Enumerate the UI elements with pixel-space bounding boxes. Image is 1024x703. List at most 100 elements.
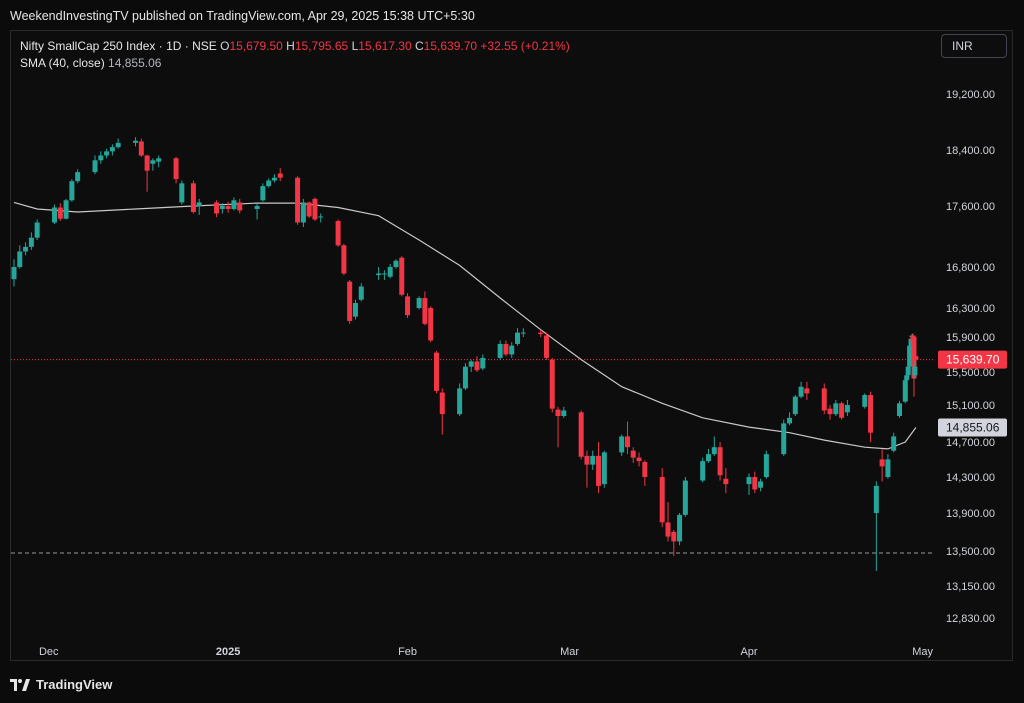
candle-body (133, 140, 139, 143)
candle-body (474, 361, 480, 371)
candle-body (11, 267, 17, 280)
candle-body (677, 514, 683, 542)
candle-body (904, 375, 910, 381)
candle-body (75, 172, 81, 182)
x-tick-label: May (912, 646, 933, 658)
candle-body (905, 366, 911, 376)
candle-body (636, 457, 642, 462)
candle-body (792, 396, 798, 415)
candle-body (515, 332, 521, 344)
candle-body (98, 155, 104, 161)
candle-body (596, 455, 602, 486)
candle-body (352, 303, 358, 317)
y-tick-label: 16,300.00 (946, 303, 995, 315)
y-tick-label: 14,700.00 (946, 437, 995, 449)
candle-body (295, 177, 301, 223)
candle-body (833, 403, 839, 415)
candle-body (190, 183, 196, 212)
candle-body (912, 366, 918, 376)
candle-body (214, 202, 220, 214)
sma-badge (938, 418, 1007, 437)
candle-body (231, 200, 237, 209)
candle-body (104, 151, 110, 156)
candle-body (642, 462, 648, 477)
candle-body (908, 338, 914, 346)
publisher-line: WeekendInvestingTV published on TradingV… (10, 9, 475, 23)
candle-body (885, 459, 891, 477)
candle-body (457, 388, 463, 415)
candle-body (144, 155, 150, 171)
candle-body (879, 459, 885, 467)
candle-body (665, 522, 671, 537)
candle-body (862, 395, 868, 407)
candle-body (428, 308, 434, 341)
candle-body (798, 386, 804, 397)
y-tick-label: 13,900.00 (946, 508, 995, 520)
candle-body (318, 216, 324, 218)
candle-body (902, 380, 908, 402)
currency-button[interactable]: INR (941, 34, 1007, 58)
legend-symbol[interactable]: Nifty SmallCap 250 Index · 1D · NSE (20, 39, 217, 53)
candle-body (787, 417, 793, 424)
candle-body (225, 206, 231, 209)
candle-body (758, 481, 764, 488)
y-tick-label: 14,300.00 (946, 472, 995, 484)
candle-body (422, 298, 428, 324)
candle-body (254, 206, 260, 209)
x-tick-label: Feb (398, 646, 417, 658)
candle-body (555, 409, 561, 416)
candle-body (578, 412, 584, 457)
legend-close-key: C (415, 39, 424, 53)
legend-high-key: H (286, 39, 295, 53)
legend-sma[interactable]: SMA (40, close) 14,855.06 (20, 56, 161, 70)
candle-body (69, 181, 75, 201)
y-tick-label: 15,500.00 (946, 367, 995, 379)
candle-body (237, 202, 243, 211)
candle-body (462, 366, 468, 389)
candle-body (913, 356, 919, 360)
y-tick-label: 16,800.00 (946, 262, 995, 274)
candle-body (376, 273, 382, 276)
candle-body (746, 477, 752, 485)
y-tick-label: 13,500.00 (946, 546, 995, 558)
footer-brand-label: TradingView (36, 677, 113, 692)
candle-body (543, 335, 549, 358)
candle-body (907, 345, 913, 367)
candle-body (387, 267, 393, 277)
candle-body (312, 198, 318, 220)
last-price-label: 15,639.70 (946, 353, 1000, 367)
candle-body (584, 455, 590, 465)
y-tick-label: 15,900.00 (946, 332, 995, 344)
candle-body (92, 160, 98, 173)
x-tick-label: Apr (740, 646, 757, 658)
candle-body (381, 273, 387, 275)
candle-body (873, 485, 879, 513)
legend-sma-label: SMA (40, close) (20, 56, 105, 70)
candle-body (896, 403, 902, 416)
y-tick-label: 12,830.00 (946, 613, 995, 625)
candle-body (630, 450, 636, 458)
tradingview-logo-icon (10, 678, 30, 691)
candle-body (300, 202, 306, 223)
y-tick-label: 18,400.00 (946, 145, 995, 157)
candle-body (601, 452, 607, 485)
legend-low-value: 15,617.30 (358, 39, 412, 53)
candle-body (173, 158, 179, 180)
candle-body (358, 286, 364, 300)
candle-body (138, 141, 144, 156)
candle-body (671, 531, 677, 542)
candle-body (717, 447, 723, 476)
candle-body (271, 177, 277, 181)
candle-body (752, 477, 758, 490)
legend-low-key: L (351, 39, 359, 53)
candle-body (480, 357, 486, 369)
footer-brand[interactable]: TradingView (10, 677, 112, 692)
candle-body (497, 343, 503, 358)
candle-body (260, 186, 266, 201)
candle-body (821, 388, 827, 411)
legend-change: +32.55 (+0.21%) (480, 39, 570, 53)
candle-body (433, 352, 439, 391)
candle-body (63, 200, 69, 219)
x-tick-label: Dec (39, 646, 59, 658)
